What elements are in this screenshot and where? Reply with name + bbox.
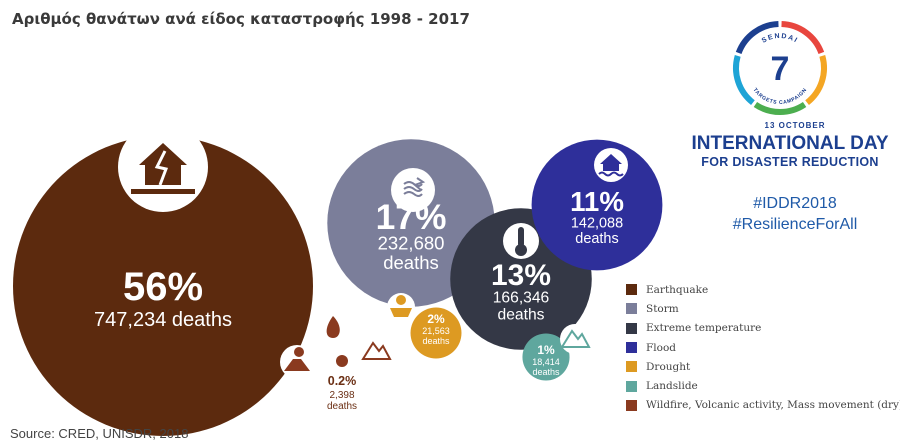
legend-label: Flood (646, 341, 677, 354)
logo-ring-segment (735, 21, 779, 55)
legend-swatch (626, 342, 637, 354)
bubble-deaths: 142,088 (571, 215, 623, 231)
legend-label: Extreme temperature (646, 322, 762, 335)
legend-label: Landslide (646, 380, 698, 393)
drought-icon (387, 293, 415, 321)
logo-ring (733, 21, 827, 115)
legend-item: Drought (626, 357, 900, 376)
bubble-percent: 0.2% (328, 374, 357, 388)
bubble-deaths: 18,414 (532, 357, 560, 367)
bubble-deaths-unit: deaths (327, 401, 357, 412)
legend-item: Landslide (626, 376, 900, 395)
logo-ring-segment (733, 55, 755, 106)
chart-legend: Earthquake Storm Extreme temperature Flood D… (626, 280, 900, 415)
hashtag-iddr2018[interactable]: #IDDR2018 (753, 195, 837, 212)
logo-ring-segment (753, 101, 807, 115)
logo-number: 7 (771, 50, 790, 88)
logo-bottom-text: TARGETS CAMPAIGN (752, 87, 809, 106)
logo-ring-segment (805, 55, 827, 106)
sendai-campaign-logo: SENDAI 7 TARGETS CAMPAIGN (733, 21, 827, 115)
bubble-deaths-unit: deaths (532, 367, 560, 377)
bubble-percent: 13% (491, 259, 551, 292)
bubble-deaths-unit: deaths (422, 336, 450, 346)
bubble-circle (531, 139, 663, 271)
legend-swatch (626, 361, 637, 373)
legend-item: Earthquake (626, 280, 900, 299)
idr-subtitle: FOR DISASTER REDUCTION (701, 155, 879, 169)
legend-item: Extreme temperature (626, 319, 900, 338)
bubble-circle (410, 307, 462, 359)
legend-swatch (626, 284, 637, 296)
source-note: Source: CRED, UNISDR, 2018 (10, 426, 189, 441)
legend-swatch (626, 380, 637, 392)
legend-label: Earthquake (646, 283, 709, 296)
house-crack-icon (118, 122, 208, 212)
bubble-deaths-unit: deaths (575, 231, 618, 247)
bubble-earthquake: 56%747,234 deaths (13, 136, 313, 436)
bubble-deaths-unit: deaths (498, 306, 545, 323)
bubble-circle (13, 136, 313, 436)
thermometer-icon (503, 223, 539, 259)
bubble-percent: 1% (537, 343, 555, 357)
storm-icon (391, 168, 435, 212)
legend-item: Wildfire, Volcanic activity, Mass moveme… (626, 396, 900, 415)
legend-swatch (626, 322, 637, 334)
bubble-deaths: 232,680 (378, 233, 445, 254)
legend-swatch (626, 303, 637, 315)
volcano-icon (280, 345, 314, 379)
logo-top-text: SENDAI (761, 33, 799, 45)
bubble-percent: 11% (570, 186, 624, 217)
legend-label: Drought (646, 360, 691, 373)
bubble-circle (522, 333, 570, 381)
bubble-deaths: 166,346 (493, 290, 550, 307)
bubble-deaths: 747,234 deaths (94, 309, 232, 331)
landslide-icon (560, 324, 591, 354)
bubble-circle (336, 355, 348, 367)
logo-ring-segment (781, 21, 825, 55)
bubble-percent: 56% (123, 265, 203, 309)
hashtag-resilienceforall[interactable]: #ResilienceForAll (732, 216, 858, 233)
legend-item: Storm (626, 299, 900, 318)
bubble-deaths: 2,398 (329, 390, 354, 401)
chart-title: Αριθμός θανάτων ανά είδος καταστροφής 19… (12, 10, 470, 28)
bubble-icons (118, 122, 628, 379)
legend-label: Wildfire, Volcanic activity, Mass moveme… (646, 399, 900, 412)
bubble-percent: 2% (427, 312, 445, 326)
legend-label: Storm (646, 302, 679, 315)
mountain-icon (359, 334, 393, 368)
wildfire-icon (316, 311, 350, 345)
bubble-deaths: 21,563 (422, 326, 450, 336)
legend-swatch (626, 399, 637, 411)
idr-date: 13 OCTOBER (764, 121, 826, 130)
flood-house-icon (594, 148, 628, 182)
legend-item: Flood (626, 338, 900, 357)
idr-title: INTERNATIONAL DAY (691, 133, 889, 154)
bubble-deaths-unit: deaths (383, 252, 439, 273)
